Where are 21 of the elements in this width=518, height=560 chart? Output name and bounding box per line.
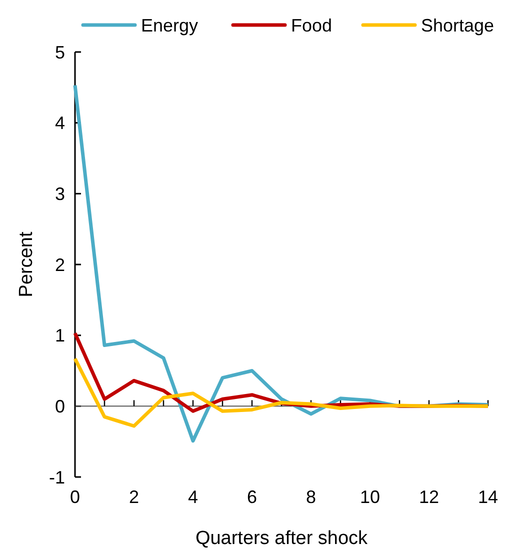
y-tick-label: 4 (54, 113, 65, 134)
x-tick-label: 12 (418, 487, 440, 507)
line-series (73, 356, 490, 428)
x-tick-label: 6 (246, 487, 258, 507)
legend-label: Food (291, 15, 332, 36)
y-tick-label: 2 (54, 254, 65, 275)
x-tick-label: 8 (306, 487, 316, 507)
y-tick-label: 5 (54, 42, 65, 62)
y-tick-label: 1 (54, 326, 65, 346)
y-tick-label: -1 (48, 467, 65, 488)
y-axis-title: Percent (16, 231, 37, 298)
x-tick-label: 10 (360, 487, 380, 507)
legend-label: Energy (141, 15, 198, 36)
x-tick-label: 0 (70, 487, 80, 507)
x-tick-label: 4 (188, 487, 198, 507)
x-tick-label: 2 (128, 487, 140, 507)
x-tick-label: 14 (478, 487, 498, 507)
y-tick-label: 3 (54, 184, 65, 204)
legend-label: Shortage (421, 15, 494, 36)
y-tick-label: 0 (54, 396, 65, 416)
x-axis-title: Quarters after shock (195, 528, 368, 549)
